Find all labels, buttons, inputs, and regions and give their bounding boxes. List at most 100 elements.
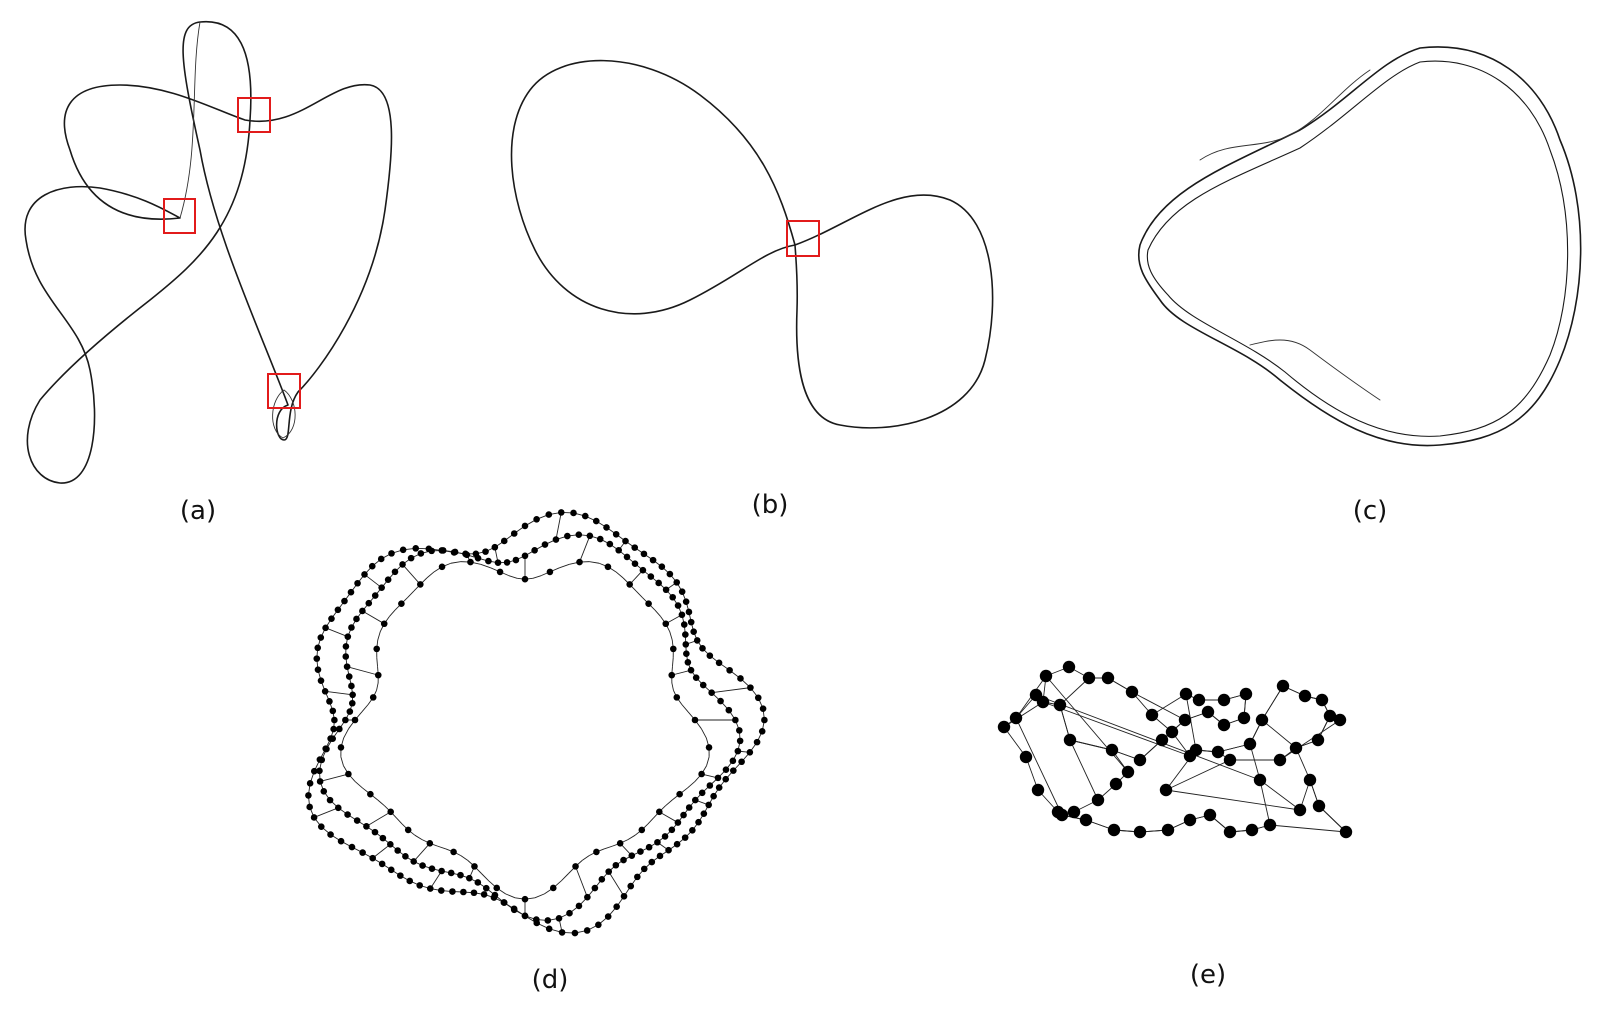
graph-node [575,531,583,539]
graph-node [680,811,687,819]
graph-node [410,858,417,865]
graph-node [428,865,436,872]
graph-edge [1249,743,1261,781]
graph-node [369,694,377,701]
crossing-highlight-box [267,373,301,409]
graph-node [493,884,501,892]
graph-edge [711,687,751,694]
graph-node [661,833,669,840]
panel-a-trajectory-strand-2 [272,389,296,439]
panel-b-trajectory [510,59,994,429]
graph-node [327,831,334,838]
graph-node [692,796,699,804]
graph-node [417,550,425,557]
graph-node [678,588,686,595]
graph-node [480,891,488,898]
graph-node [490,894,498,901]
graph-node [658,563,666,571]
graph-node [394,847,402,854]
graph-node [1133,825,1147,839]
graph-node [482,884,490,892]
graph-node [683,650,690,657]
graph-node [544,917,552,924]
graph-node [313,655,321,662]
graph-node [1273,753,1287,767]
graph-node [417,581,424,588]
graph-node [450,848,457,856]
graph-node [342,643,350,650]
graph-node [407,554,415,562]
graph-node [1303,773,1317,787]
graph-node [387,866,395,874]
graph-edge [364,574,382,589]
graph-node [1155,733,1169,747]
panel-c-ring-inner [1146,60,1569,437]
graph-node [662,620,670,628]
graph-node [1333,713,1347,727]
graph-edge [354,781,363,789]
graph-node [552,536,560,543]
graph-edge [376,682,379,691]
graph-node [359,607,366,615]
graph-edge [313,807,339,818]
graph-node [572,863,579,870]
graph-edge [508,575,518,579]
graph-node [1067,805,1081,819]
crossing-highlight-box [786,220,820,257]
graph-node [1009,711,1023,725]
graph-node [732,716,739,724]
graph-node [500,899,508,906]
graph-node [329,707,337,715]
graph-node [638,826,646,834]
graph-node [581,512,589,520]
graph-node [695,818,702,826]
graph-edge [671,657,674,667]
graph-node [345,770,352,778]
graph-node [699,645,706,652]
graph-edge [361,704,369,713]
graph-node [640,550,648,558]
graph-node [397,872,404,879]
graph-node [438,547,446,554]
graph-node [450,549,458,556]
graph-node [398,600,405,607]
graph-node [570,509,577,517]
graph-node [344,811,351,818]
graph-node [510,905,518,913]
graph-node [491,543,499,551]
graph-node [380,620,388,628]
graph-node [549,884,557,892]
graph-node [521,575,529,583]
graph-edge [669,631,673,641]
graph-node [460,888,467,896]
graph-node [533,516,540,523]
panel-a-trajectory-strand [179,21,201,219]
graph-node [612,530,620,538]
graph-node [654,838,661,846]
graph-edge [407,590,415,598]
graph-node [698,770,705,778]
graph-node [631,560,639,567]
graph-edge [460,855,469,861]
graph-node [725,706,733,714]
graph-edge [559,563,570,569]
graph-node [1019,750,1033,764]
graph-node [682,598,690,605]
graph-edge [372,843,391,859]
graph-node [1053,698,1067,712]
graph-node [1161,823,1175,837]
graph-node [699,681,707,689]
panel-c-caption: (c) [1352,496,1388,526]
graph-edge [659,811,679,823]
graph-node [754,694,762,702]
graph-node [747,684,754,691]
graph-edge [706,756,710,766]
graph-edge [665,799,673,807]
graph-node [353,615,360,623]
graph-node [348,682,355,690]
graph-node [604,563,612,571]
graph-node [426,839,434,847]
graph-node [337,837,345,845]
graph-node [1055,808,1069,822]
graph-edge [1151,693,1187,716]
